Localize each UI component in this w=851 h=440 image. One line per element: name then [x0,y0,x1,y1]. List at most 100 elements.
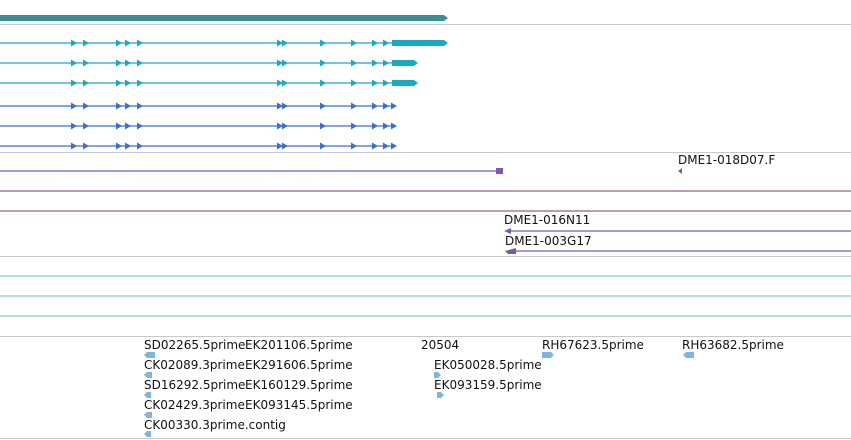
triangle-arrow-icon [71,39,77,47]
clone-label-016n11[interactable]: DME1-016N11 [504,213,590,227]
transcript-row[interactable] [0,102,397,110]
triangle-arrow-icon [383,122,389,130]
triangle-arrow-icon [383,39,389,47]
transcript-row[interactable] [0,122,397,130]
est-label-ek093145[interactable]: EK093145.5prime [245,398,353,412]
triangle-arrow-icon [71,79,77,87]
triangle-arrow-icon [282,142,288,150]
est-feature-icon[interactable] [144,431,151,437]
transcript-row[interactable] [0,59,418,67]
triangle-arrow-icon [383,102,389,110]
triangle-arrow-icon [116,79,122,87]
transcript-row[interactable] [0,142,397,150]
triangle-arrow-icon [282,59,288,67]
triangle-arrow-icon [383,59,389,67]
est-tracks[interactable] [0,275,851,437]
triangle-arrow-icon [137,102,143,110]
est-feature-icon[interactable] [144,372,152,378]
triangle-arrow-icon [320,59,326,67]
clone-end-icon[interactable] [504,228,511,234]
triangle-arrow-icon [125,122,131,130]
est-label-20504[interactable]: 20504 [421,338,459,352]
est-label-rh63682[interactable]: RH63682.5prime [682,338,784,352]
transcript-exon-block[interactable] [392,60,418,66]
triangle-arrow-icon [137,79,143,87]
est-feature-icon[interactable] [144,392,151,398]
est-feature-icon[interactable] [144,412,152,418]
triangle-arrow-icon [351,59,357,67]
gene-model-track[interactable] [0,15,448,21]
triangle-arrow-icon [137,59,143,67]
triangle-arrow-icon [71,102,77,110]
triangle-arrow-icon [116,122,122,130]
est-label-ek201106[interactable]: EK201106.5prime [245,338,353,352]
transcript-row[interactable] [0,79,418,87]
triangle-arrow-icon [383,79,389,87]
triangle-arrow-icon [83,122,89,130]
triangle-arrow-icon [372,59,378,67]
triangle-arrow-icon [282,102,288,110]
gene-model-bar[interactable] [0,15,448,21]
clone-label-003g17[interactable]: DME1-003G17 [505,234,592,248]
transcript-exon-block[interactable] [392,80,418,86]
triangle-arrow-icon [116,102,122,110]
est-label-sd16292[interactable]: SD16292.5prime [144,378,245,392]
est-label-ek291606[interactable]: EK291606.5prime [245,358,353,372]
triangle-arrow-icon [277,59,283,67]
triangle-arrow-icon [277,102,283,110]
clone-end-icon[interactable] [678,168,682,174]
triangle-arrow-icon [351,102,357,110]
triangle-arrow-icon [116,39,122,47]
est-label-ek093159[interactable]: EK093159.5prime [434,378,542,392]
triangle-arrow-icon [320,102,326,110]
triangle-arrow-icon [125,39,131,47]
triangle-arrow-icon [372,102,378,110]
triangle-arrow-icon [83,59,89,67]
triangle-arrow-icon [282,122,288,130]
triangle-arrow-icon [391,142,397,150]
transcript-row[interactable] [0,39,448,47]
est-feature-icon[interactable] [144,352,155,358]
triangle-arrow-icon [277,122,283,130]
est-label-rh67623[interactable]: RH67623.5prime [542,338,644,352]
est-label-ek050028[interactable]: EK050028.5prime [434,358,542,372]
track-dividers [0,24,851,439]
transcript-exon-block[interactable] [392,40,448,46]
est-label-ek160129[interactable]: EK160129.5prime [245,378,353,392]
triangle-arrow-icon [137,142,143,150]
triangle-arrow-icon [83,79,89,87]
clone-label-018d07[interactable]: DME1-018D07.F [678,153,775,167]
triangle-arrow-icon [372,79,378,87]
triangle-arrow-icon [320,142,326,150]
clone-tracks[interactable] [0,168,851,254]
clone-end-icon[interactable] [505,248,516,254]
est-label-ck00330[interactable]: CK00330.3prime.contig [144,418,286,432]
triangle-arrow-icon [83,102,89,110]
triangle-arrow-icon [137,122,143,130]
triangle-arrow-icon [125,102,131,110]
triangle-arrow-icon [116,142,122,150]
triangle-arrow-icon [391,102,397,110]
triangle-arrow-icon [83,142,89,150]
clone-end-icon[interactable] [496,168,503,174]
triangle-arrow-icon [71,59,77,67]
est-feature-icon[interactable] [437,392,444,398]
est-label-sd02265[interactable]: SD02265.5prime [144,338,245,352]
est-label-ck02429[interactable]: CK02429.3prime [144,398,245,412]
triangle-arrow-icon [372,39,378,47]
triangle-arrow-icon [277,79,283,87]
triangle-arrow-icon [277,142,283,150]
triangle-arrow-icon [125,142,131,150]
est-label-ck02089[interactable]: CK02089.3prime [144,358,245,372]
triangle-arrow-icon [372,122,378,130]
triangle-arrow-icon [351,79,357,87]
est-feature-icon[interactable] [434,372,441,378]
est-feature-icon[interactable] [683,352,694,358]
triangle-arrow-icon [320,39,326,47]
triangle-arrow-icon [277,39,283,47]
transcript-tracks[interactable] [0,39,448,150]
triangle-arrow-icon [372,142,378,150]
est-feature-icon[interactable] [542,352,554,358]
triangle-arrow-icon [391,122,397,130]
